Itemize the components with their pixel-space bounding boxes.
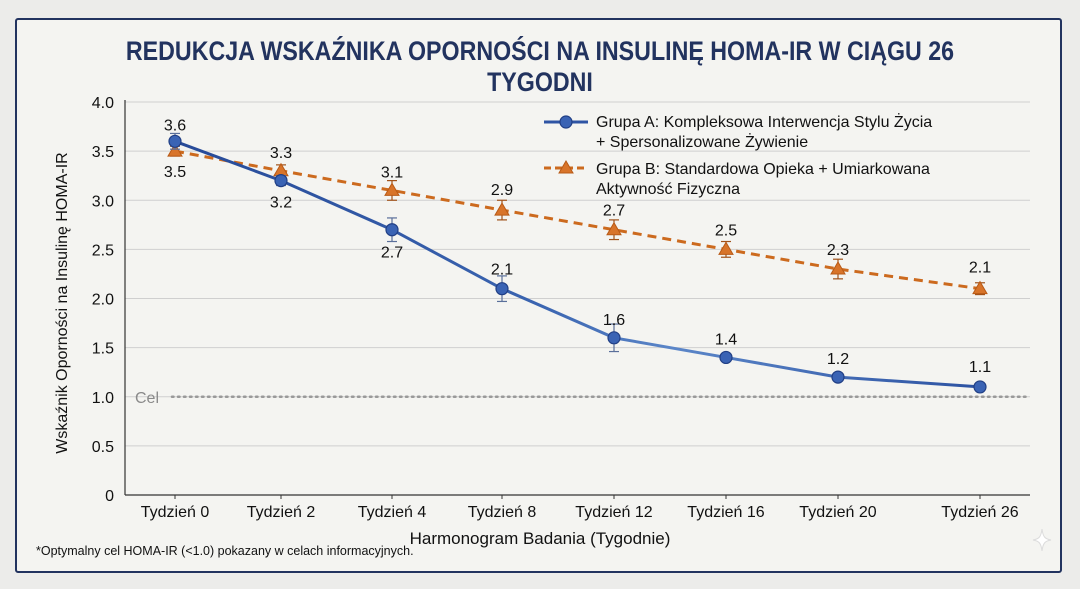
y-axis-title: Wskaźnik Oporności na Insulinę HOMA-IR	[54, 152, 71, 453]
series-a-point	[607, 331, 621, 345]
legend-b-label: Grupa B: Standardowa Opieka + Umiarkowan…	[596, 161, 930, 178]
series-a-point	[495, 282, 509, 296]
y-tick-label: 1.0	[92, 390, 114, 407]
y-tick-label: 0	[105, 488, 114, 505]
series-a-point	[168, 134, 182, 148]
series-a-data-label: 3.2	[270, 195, 292, 212]
x-tick-label: Tydzień 20	[799, 504, 876, 521]
series-b-point	[606, 221, 622, 236]
series-a-data-label: 1.6	[603, 312, 625, 329]
series-b-point	[384, 182, 400, 196]
series-b-point	[167, 143, 183, 157]
x-tick-label: Tydzień 4	[358, 504, 427, 521]
legend-b-marker	[558, 160, 574, 174]
legend-a-marker	[559, 115, 573, 129]
series-b-point	[494, 202, 510, 216]
y-tick-label: 2.5	[92, 242, 114, 259]
axes: 0 0.5 1.0 1.5 2.0 2.5 3.0 3.5 4.0 Tydzień 0 Tydzie…	[92, 95, 1030, 521]
series-a-point	[973, 380, 987, 394]
series-b-point	[273, 162, 289, 177]
series-a-data-label: 1.1	[969, 359, 991, 376]
series-b-point	[718, 241, 734, 255]
series-a-point	[831, 370, 845, 384]
footnote: *Optymalny cel HOMA-IR (<1.0) pokazany w…	[36, 544, 414, 558]
chart-title: REDUKCJA WSKAŹNIKA OPORNOŚCI NA INSULINĘ…	[125, 36, 955, 97]
x-tick-label: Tydzień 16	[687, 504, 764, 521]
x-tick-label: Tydzień 8	[468, 504, 537, 521]
y-tick-label: 2.0	[92, 292, 114, 309]
series-b-line	[174, 149, 981, 291]
series-a-data-label: 2.1	[491, 262, 513, 279]
series-a-data-label: 2.7	[381, 245, 403, 262]
y-tick-label: 1.5	[92, 341, 114, 358]
data-labels: 3.6 3.2 2.7 2.1 1.6 1.4 1.2 1.1 3.5 3.3 3.1 2.9 2.7 2…	[164, 117, 991, 376]
series-b-data-label: 3.5	[164, 164, 186, 181]
series-b-data-label: 2.7	[603, 203, 625, 220]
series-b-data-label: 3.1	[381, 164, 403, 181]
series-b-data-label: 2.3	[827, 242, 849, 259]
legend: Grupa A: Kompleksowa Interwencja Stylu Ż…	[544, 112, 932, 198]
legend-a-label: Grupa A: Kompleksowa Interwencja Stylu Ż…	[596, 112, 932, 131]
series-b-data-label: 3.3	[270, 145, 292, 162]
series-b-data-label: 2.1	[969, 260, 991, 277]
series-a-point	[719, 350, 733, 365]
series-b-point	[830, 261, 846, 275]
chart-frame	[15, 18, 1062, 573]
grid-lines	[125, 101, 1030, 447]
series-a-data-label: 1.2	[827, 351, 849, 368]
y-tick-label: 4.0	[92, 95, 114, 112]
y-tick-label: 3.5	[92, 144, 114, 161]
y-tick-label: 3.0	[92, 193, 114, 210]
series-a-data-label: 1.4	[715, 331, 737, 348]
legend-b-label: Aktywność Fizyczna	[596, 181, 740, 198]
series-a-data-label: 3.6	[164, 117, 186, 134]
legend-a-label: + Spersonalizowane Żywienie	[596, 132, 808, 151]
series-a-line	[174, 139, 981, 389]
x-tick-label: Tydzień 26	[941, 504, 1018, 521]
series-b-point	[972, 280, 988, 295]
series-b-data-label: 2.5	[715, 222, 737, 239]
y-tick-label: 0.5	[92, 439, 114, 456]
x-tick-label: Tydzień 0	[141, 504, 210, 521]
series-group	[167, 132, 988, 394]
reference-line-group: Cel	[135, 390, 1030, 407]
reference-line-label: Cel	[135, 390, 159, 407]
x-tick-label: Tydzień 2	[247, 504, 316, 521]
sparkle-icon	[1032, 528, 1052, 552]
series-b-data-label: 2.9	[491, 182, 513, 199]
x-axis-title: Harmonogram Badania (Tygodnie)	[410, 529, 671, 548]
x-tick-label: Tydzień 12	[575, 504, 652, 521]
series-a-point	[385, 223, 399, 237]
series-a-point	[274, 174, 288, 188]
